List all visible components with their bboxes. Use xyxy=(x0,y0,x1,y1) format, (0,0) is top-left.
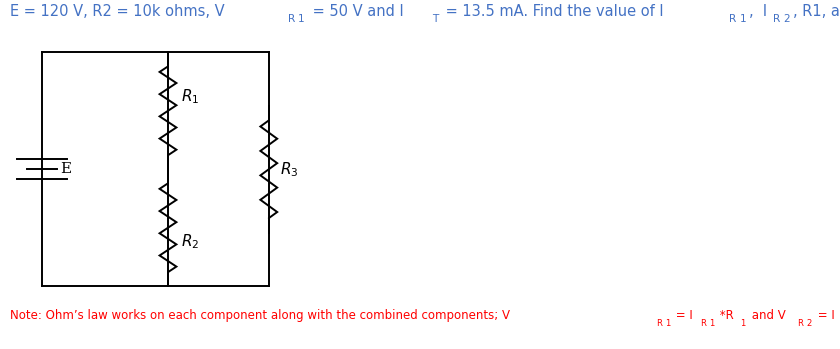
Text: 1: 1 xyxy=(709,319,714,328)
Text: R: R xyxy=(797,319,804,328)
Text: T: T xyxy=(432,14,438,24)
Text: E = 120 V, R2 = 10k ohms, V: E = 120 V, R2 = 10k ohms, V xyxy=(10,4,225,19)
Text: $R_3$: $R_3$ xyxy=(280,160,298,179)
Text: and V: and V xyxy=(748,309,785,322)
Text: 1: 1 xyxy=(664,319,670,328)
Text: , R1, and I: , R1, and I xyxy=(793,4,840,19)
Text: R: R xyxy=(700,319,706,328)
Text: R: R xyxy=(656,319,662,328)
Text: ,  I: , I xyxy=(748,4,767,19)
Text: 1: 1 xyxy=(739,14,746,24)
Text: *R: *R xyxy=(717,309,734,322)
Text: $R_2$: $R_2$ xyxy=(181,232,199,251)
Text: = I: = I xyxy=(673,309,693,322)
Text: 1: 1 xyxy=(298,14,305,24)
Text: = 50 V and I: = 50 V and I xyxy=(307,4,403,19)
Text: R: R xyxy=(288,14,295,24)
Text: 2: 2 xyxy=(806,319,811,328)
Text: E: E xyxy=(60,162,71,176)
Text: = 13.5 mA. Find the value of I: = 13.5 mA. Find the value of I xyxy=(441,4,664,19)
Text: 2: 2 xyxy=(784,14,790,24)
Text: $R_1$: $R_1$ xyxy=(181,88,199,106)
Text: Note: Ohm’s law works on each component along with the combined components; V: Note: Ohm’s law works on each component … xyxy=(10,309,510,322)
Text: 1: 1 xyxy=(740,319,746,328)
Text: R: R xyxy=(773,14,780,24)
Text: R: R xyxy=(729,14,737,24)
Text: = I: = I xyxy=(814,309,835,322)
